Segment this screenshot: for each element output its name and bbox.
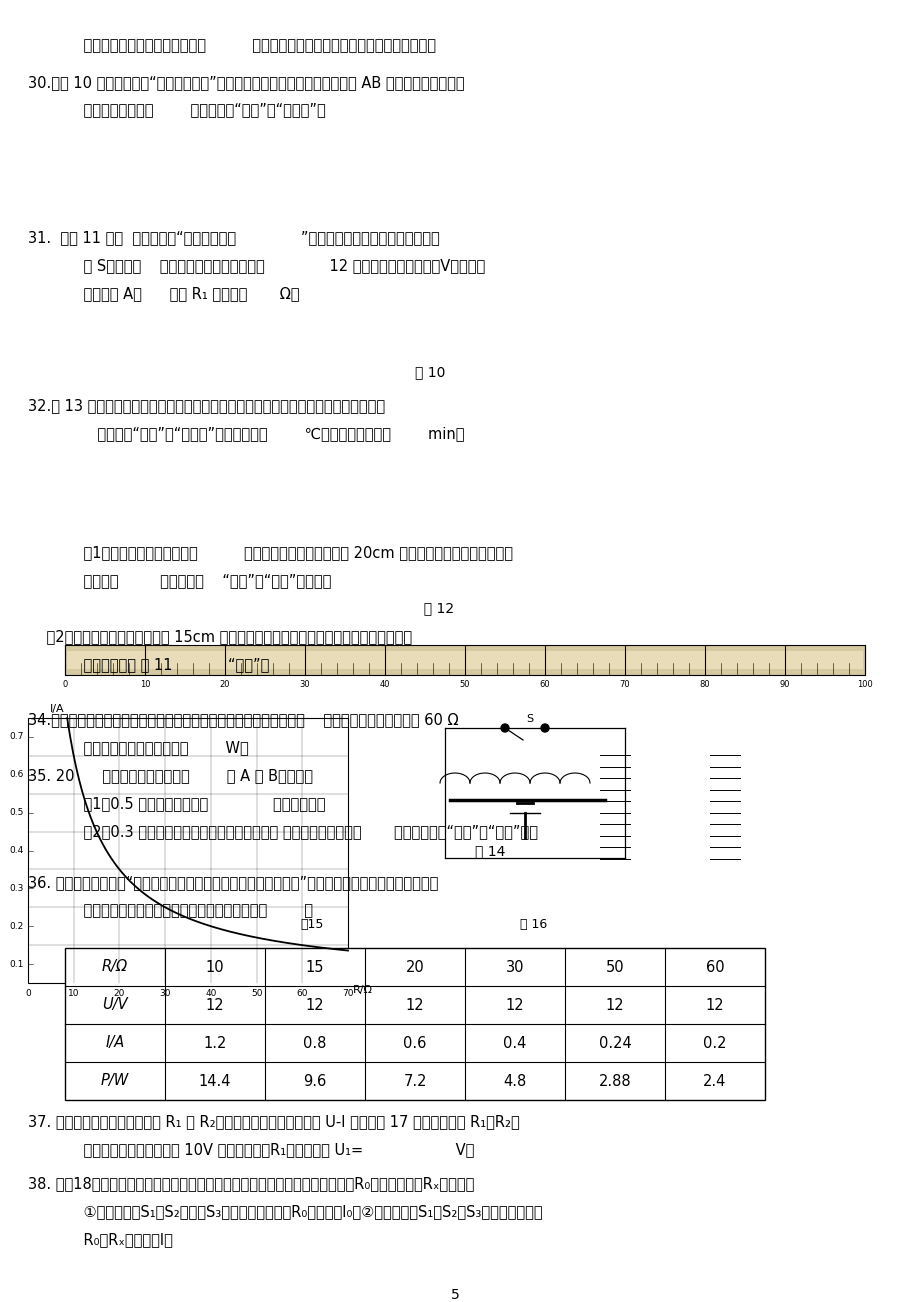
Text: 32.图 13 为沫青基石墨烯薄膜的某种物质熳化过程中的图像，由图像可知，此物质属于: 32.图 13 为沫青基石墨烯薄膜的某种物质熳化过程中的图像，由图像可知，此物质… [28, 398, 385, 413]
Text: ①当闭合开关S₁和S₂，断开S₃时，电流表只测量R₀的电流为I₀；②当闭合开关S₁、S₂和S₃时，电流表测量: ①当闭合开关S₁和S₂，断开S₃时，电流表只测量R₀的电流为I₀；②当闭合开关S… [65, 1204, 542, 1219]
Bar [67, 651, 862, 669]
Text: 0.6: 0.6 [403, 1035, 426, 1051]
Text: 0.24: 0.24 [598, 1035, 630, 1051]
Text: R₀和Rₓ的电流为I；: R₀和Rₓ的电流为I； [65, 1232, 173, 1247]
Text: 36. 下表是某同学研究“电阵消耗的电功率与该电阵阵値之间的关系”时记录的实验数据，请你对表格中: 36. 下表是某同学研究“电阵消耗的电功率与该电阵阵値之间的关系”时记录的实验数… [28, 875, 437, 891]
Text: 0.3: 0.3 [9, 884, 24, 893]
Text: 15: 15 [305, 960, 323, 974]
Text: 图 14: 图 14 [474, 844, 505, 858]
Text: 100: 100 [857, 680, 872, 689]
Text: 60: 60 [705, 960, 723, 974]
Text: 关 S，滑动变    在某一位置时，电压表、电              12 所示，则电压表示数为V，电流表: 关 S，滑动变 在某一位置时，电压表、电 12 所示，则电压表示数为V，电流表 [65, 258, 484, 273]
Text: （1）小明将凸透镜固定在光          刻线处，点燃的蜡烛固定在 20cm 刻线处，移动光屏，可以在光: （1）小明将凸透镜固定在光 刻线处，点燃的蜡烛固定在 20cm 刻线处，移动光屏… [65, 546, 513, 560]
Text: 38. 如图18所示，电源电压不变，小利想用调好的电流表和阵値已知的定値电阵R₀测量未知电阵Rₓ的阵値，: 38. 如图18所示，电源电压不变，小利想用调好的电流表和阵値已知的定値电阵R₀… [28, 1176, 474, 1191]
Text: 50: 50 [605, 960, 624, 974]
Text: 30.如图 10 所示，在探究“电磁感应现象”的实验中，保持磁体不动，若使导线 AB 水平向右运动，则灵: 30.如图 10 所示，在探究“电磁感应现象”的实验中，保持磁体不动，若使导线 … [28, 76, 464, 90]
Text: 0.1: 0.1 [9, 960, 24, 969]
Text: 80: 80 [699, 680, 709, 689]
Text: （2）0.3 在两个电磁鐵的线圈匹数相同时，用 研究电磁鐵磁性强弱       的关系（填填“电流”或“匹数”）；: （2）0.3 在两个电磁鐵的线圈匹数相同时，用 研究电磁鐵磁性强弱 的关系（填填… [65, 824, 538, 838]
Text: 70: 70 [342, 990, 354, 999]
Text: （1）0.5 验步骤：通过改变              磁性的强弱。: （1）0.5 验步骤：通过改变 磁性的强弱。 [65, 796, 325, 811]
Text: 12: 12 [505, 997, 524, 1013]
Bar [65, 644, 864, 674]
Text: 2.4: 2.4 [702, 1074, 726, 1088]
Bar [65, 948, 765, 1100]
Text: 60: 60 [539, 680, 550, 689]
Text: 12: 12 [605, 997, 624, 1013]
Text: 70: 70 [619, 680, 630, 689]
Text: 0.5: 0.5 [9, 809, 24, 818]
Text: 0.4: 0.4 [503, 1035, 526, 1051]
Text: 的示数为 A，      电阵 R₁ 的阵値为       Ω。: 的示数为 A， 电阵 R₁ 的阵値为 Ω。 [65, 286, 300, 301]
Text: 12: 12 [206, 997, 224, 1013]
Text: 的像。（选填 图 11            “正立”）: 的像。（选填 图 11 “正立”） [65, 658, 269, 672]
Text: 0.2: 0.2 [702, 1035, 726, 1051]
Text: 图 16: 图 16 [519, 918, 547, 931]
Text: 30: 30 [300, 680, 310, 689]
Text: 10: 10 [140, 680, 150, 689]
Text: 90: 90 [779, 680, 789, 689]
Text: 花燃烧。在这个过程中，是通过          的方式使管内空气的内能增加致使棉花燃烧的。: 花燃烧。在这个过程中，是通过 的方式使管内空气的内能增加致使棉花燃烧的。 [65, 38, 436, 53]
Text: I/A: I/A [106, 1035, 124, 1051]
Text: 12: 12 [705, 997, 723, 1013]
Text: 50: 50 [251, 990, 262, 999]
Text: 60: 60 [296, 990, 308, 999]
Text: 0.7: 0.7 [9, 733, 24, 741]
Text: 图 10: 图 10 [414, 365, 445, 379]
Text: 10: 10 [206, 960, 224, 974]
Text: R/Ω: R/Ω [353, 986, 372, 995]
Text: 个电阵串联在一个电压为 10V 的电源上时，R₁两端的电压 U₁=                    V。: 个电阵串联在一个电压为 10V 的电源上时，R₁两端的电压 U₁= V。 [65, 1142, 474, 1157]
Text: 敏电流计的指针将        。（选填：“偏转”或“不偏转”）: 敏电流计的指针将 。（选填：“偏转”或“不偏转”） [65, 102, 325, 117]
Text: 50: 50 [460, 680, 470, 689]
Text: 4.8: 4.8 [503, 1074, 526, 1088]
Text: 12: 12 [405, 997, 424, 1013]
Text: 0: 0 [25, 990, 31, 999]
Text: 34.图是当电压一定时，通过导体的电流随导体电阵变化规律的图像。    图像可知，当导体电阵为 60 Ω: 34.图是当电压一定时，通过导体的电流随导体电阵变化规律的图像。 图像可知，当导… [28, 712, 458, 727]
Text: （2）小明将点燃的蜡烛固定在 15cm 刻线处，小明从透镜的右侧通过透镜可以看到烛焰: （2）小明将点燃的蜡烛固定在 15cm 刻线处，小明从透镜的右侧通过透镜可以看到… [28, 629, 412, 644]
Text: 20: 20 [114, 990, 125, 999]
Text: U/V: U/V [102, 997, 128, 1013]
Text: 的数据进行分析，归纳出电功率与电阵的关系式        。: 的数据进行分析，归纳出电功率与电阵的关系式 。 [65, 904, 312, 918]
Text: 40: 40 [205, 990, 216, 999]
Circle shape [501, 724, 508, 732]
Text: 37. 有两个阵値不同的定値电阵 R₁ 和 R₂，它们的电压随电流变化的 U-I 图像如图 17 所示，如果把 R₁、R₂两: 37. 有两个阵値不同的定値电阵 R₁ 和 R₂，它们的电压随电流变化的 U-I… [28, 1115, 519, 1129]
Circle shape [540, 724, 549, 732]
Text: 1.2: 1.2 [203, 1035, 226, 1051]
Text: 12: 12 [305, 997, 324, 1013]
Text: S: S [526, 713, 533, 724]
Text: 0: 0 [62, 680, 68, 689]
Text: 20: 20 [220, 680, 230, 689]
Bar [28, 717, 347, 983]
Text: 图 12: 图 12 [65, 602, 454, 615]
Text: （选填：“晶体”或“非晶体”）；凝固点为        ℃；其凝固过程用时        min。: （选填：“晶体”或“非晶体”）；凝固点为 ℃；其凝固过程用时 min。 [65, 426, 464, 441]
Text: 30: 30 [505, 960, 524, 974]
Text: P/W: P/W [101, 1074, 129, 1088]
Text: 31.  如图 11 示，  小林同学做“用电压表和电              ”的实验。电路连接正确后，闭合开: 31. 如图 11 示， 小林同学做“用电压表和电 ”的实验。电路连接正确后，闭… [28, 230, 439, 245]
Text: 5: 5 [450, 1288, 459, 1302]
Text: 图15: 图15 [300, 918, 323, 931]
Text: 7.2: 7.2 [403, 1074, 426, 1088]
Text: 时，该导体消耗的电功率为        W。: 时，该导体消耗的电功率为 W。 [65, 740, 248, 755]
Text: 20: 20 [405, 960, 424, 974]
Text: 14.4: 14.4 [199, 1074, 231, 1088]
Text: I/A: I/A [50, 704, 64, 713]
Text: 35. 20      用磁鐵的磁场与哪些因        鐵 A 和 B，还找来: 35. 20 用磁鐵的磁场与哪些因 鐵 A 和 B，还找来 [28, 768, 312, 783]
Text: 9.6: 9.6 [303, 1074, 326, 1088]
Text: 0.8: 0.8 [303, 1035, 326, 1051]
Text: 10: 10 [68, 990, 79, 999]
Text: 0.6: 0.6 [9, 771, 24, 780]
Text: 30: 30 [159, 990, 171, 999]
Text: 0.4: 0.4 [10, 846, 24, 855]
Text: 0.2: 0.2 [10, 922, 24, 931]
Text: 40: 40 [380, 680, 390, 689]
Text: 屏上呈现         清晰的像（    “放大”或“缩小”）的像。: 屏上呈现 清晰的像（ “放大”或“缩小”）的像。 [65, 573, 331, 589]
Text: R/Ω: R/Ω [102, 960, 128, 974]
Text: 2.88: 2.88 [598, 1074, 630, 1088]
